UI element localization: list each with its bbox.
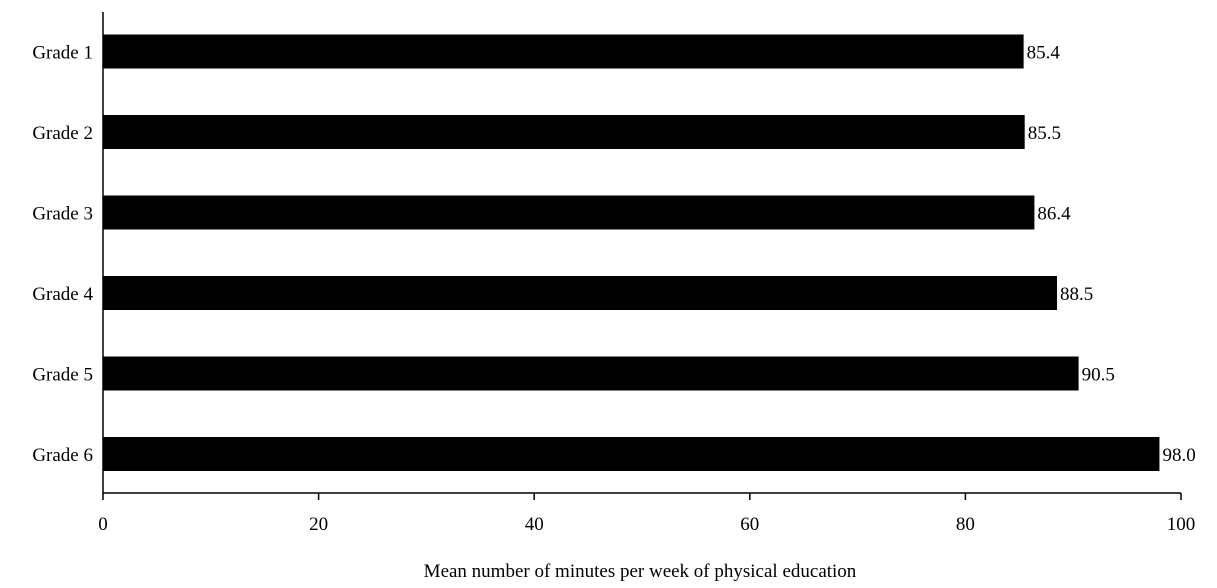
data-label: 85.4 xyxy=(1027,43,1061,64)
y-tick-label: Grade 5 xyxy=(32,365,93,386)
bars-layer xyxy=(103,34,1160,471)
x-tick-label: 60 xyxy=(740,514,759,535)
bar-grade-2 xyxy=(103,115,1025,149)
y-tick-label: Grade 4 xyxy=(32,284,93,305)
x-tick-label: 40 xyxy=(525,514,544,535)
data-label: 86.4 xyxy=(1037,204,1071,225)
data-label: 90.5 xyxy=(1082,365,1115,386)
y-tick-label: Grade 2 xyxy=(32,123,93,144)
data-label: 98.0 xyxy=(1162,445,1195,466)
y-tick-label: Grade 3 xyxy=(32,204,93,225)
x-tick-label: 80 xyxy=(956,514,975,535)
y-tick-label: Grade 1 xyxy=(32,43,93,64)
bar-grade-1 xyxy=(103,34,1024,69)
y-tick-label: Grade 6 xyxy=(32,445,93,466)
x-axis-title: Mean number of minutes per week of physi… xyxy=(424,561,857,582)
x-tick-label: 100 xyxy=(1167,514,1196,535)
bar-grade-4 xyxy=(103,276,1058,310)
data-label: 88.5 xyxy=(1060,284,1093,305)
bar-grade-6 xyxy=(103,437,1160,471)
x-tick-label: 20 xyxy=(309,514,328,535)
bar-grade-5 xyxy=(103,356,1079,391)
axes-layer: Grade 1 85.4 Grade 2 85.5 Grade 3 86.4 Grade 4… xyxy=(32,12,1196,535)
data-label: 85.5 xyxy=(1028,123,1061,144)
x-tick-label: 0 xyxy=(98,514,108,535)
bar-grade-3 xyxy=(103,195,1035,230)
